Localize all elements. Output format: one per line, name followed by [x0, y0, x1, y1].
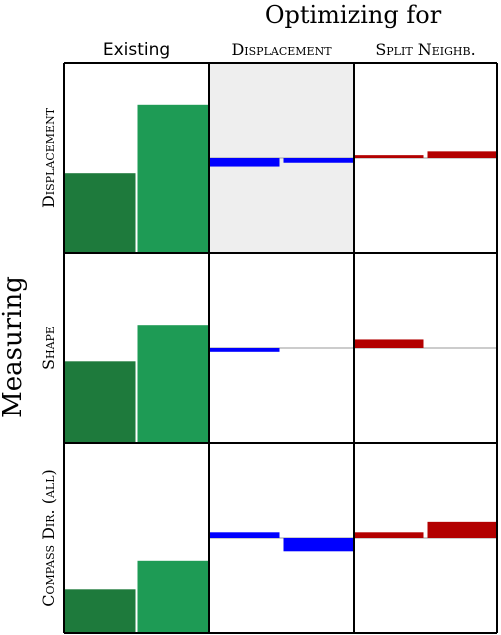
- panel-existing-row-3: [64, 560, 209, 633]
- bar-existing-row3-2: [137, 560, 209, 633]
- bar-row3-col3-1: [354, 532, 424, 538]
- column-header-3: Split Neighb.: [375, 40, 475, 59]
- panel-existing-row-1: [64, 104, 209, 253]
- panel-row2-col2: [209, 347, 354, 352]
- bar-existing-row3-1: [64, 589, 136, 633]
- row-axis-label: Measuring: [0, 276, 28, 418]
- bar-row1-col3-1: [354, 155, 424, 158]
- panel-row1-col3: [354, 151, 497, 159]
- panel-row1-col2: [209, 63, 354, 253]
- row-header-3: Compass Dir. (all): [39, 469, 58, 607]
- bar-row1-col2-1: [209, 158, 280, 167]
- bar-existing-row1-1: [64, 173, 136, 253]
- bar-existing-row1-2: [137, 104, 209, 253]
- row-header-2: Shape: [39, 326, 58, 370]
- column-header-1: Existing: [103, 40, 170, 60]
- bar-existing-row2-1: [64, 361, 136, 443]
- row-header-1: Displacement: [39, 107, 58, 208]
- panel-row3-col3: [354, 521, 497, 539]
- column-header-2: Displacement: [231, 40, 332, 59]
- bar-row2-col3-1: [354, 339, 424, 348]
- bar-row3-col2-2: [283, 538, 354, 552]
- panel-row2-col3: [354, 339, 497, 349]
- bar-existing-row2-2: [137, 325, 209, 443]
- panel-row3-col2: [209, 532, 354, 552]
- panel-existing-row-2: [64, 325, 209, 443]
- bar-row2-col2-1: [209, 348, 280, 352]
- chart-title: Optimizing for: [265, 1, 442, 29]
- bar-row3-col3-2: [427, 521, 497, 538]
- bar-row3-col2-1: [209, 532, 280, 538]
- bar-row1-col2-2: [283, 158, 354, 163]
- bar-row1-col3-2: [427, 151, 497, 158]
